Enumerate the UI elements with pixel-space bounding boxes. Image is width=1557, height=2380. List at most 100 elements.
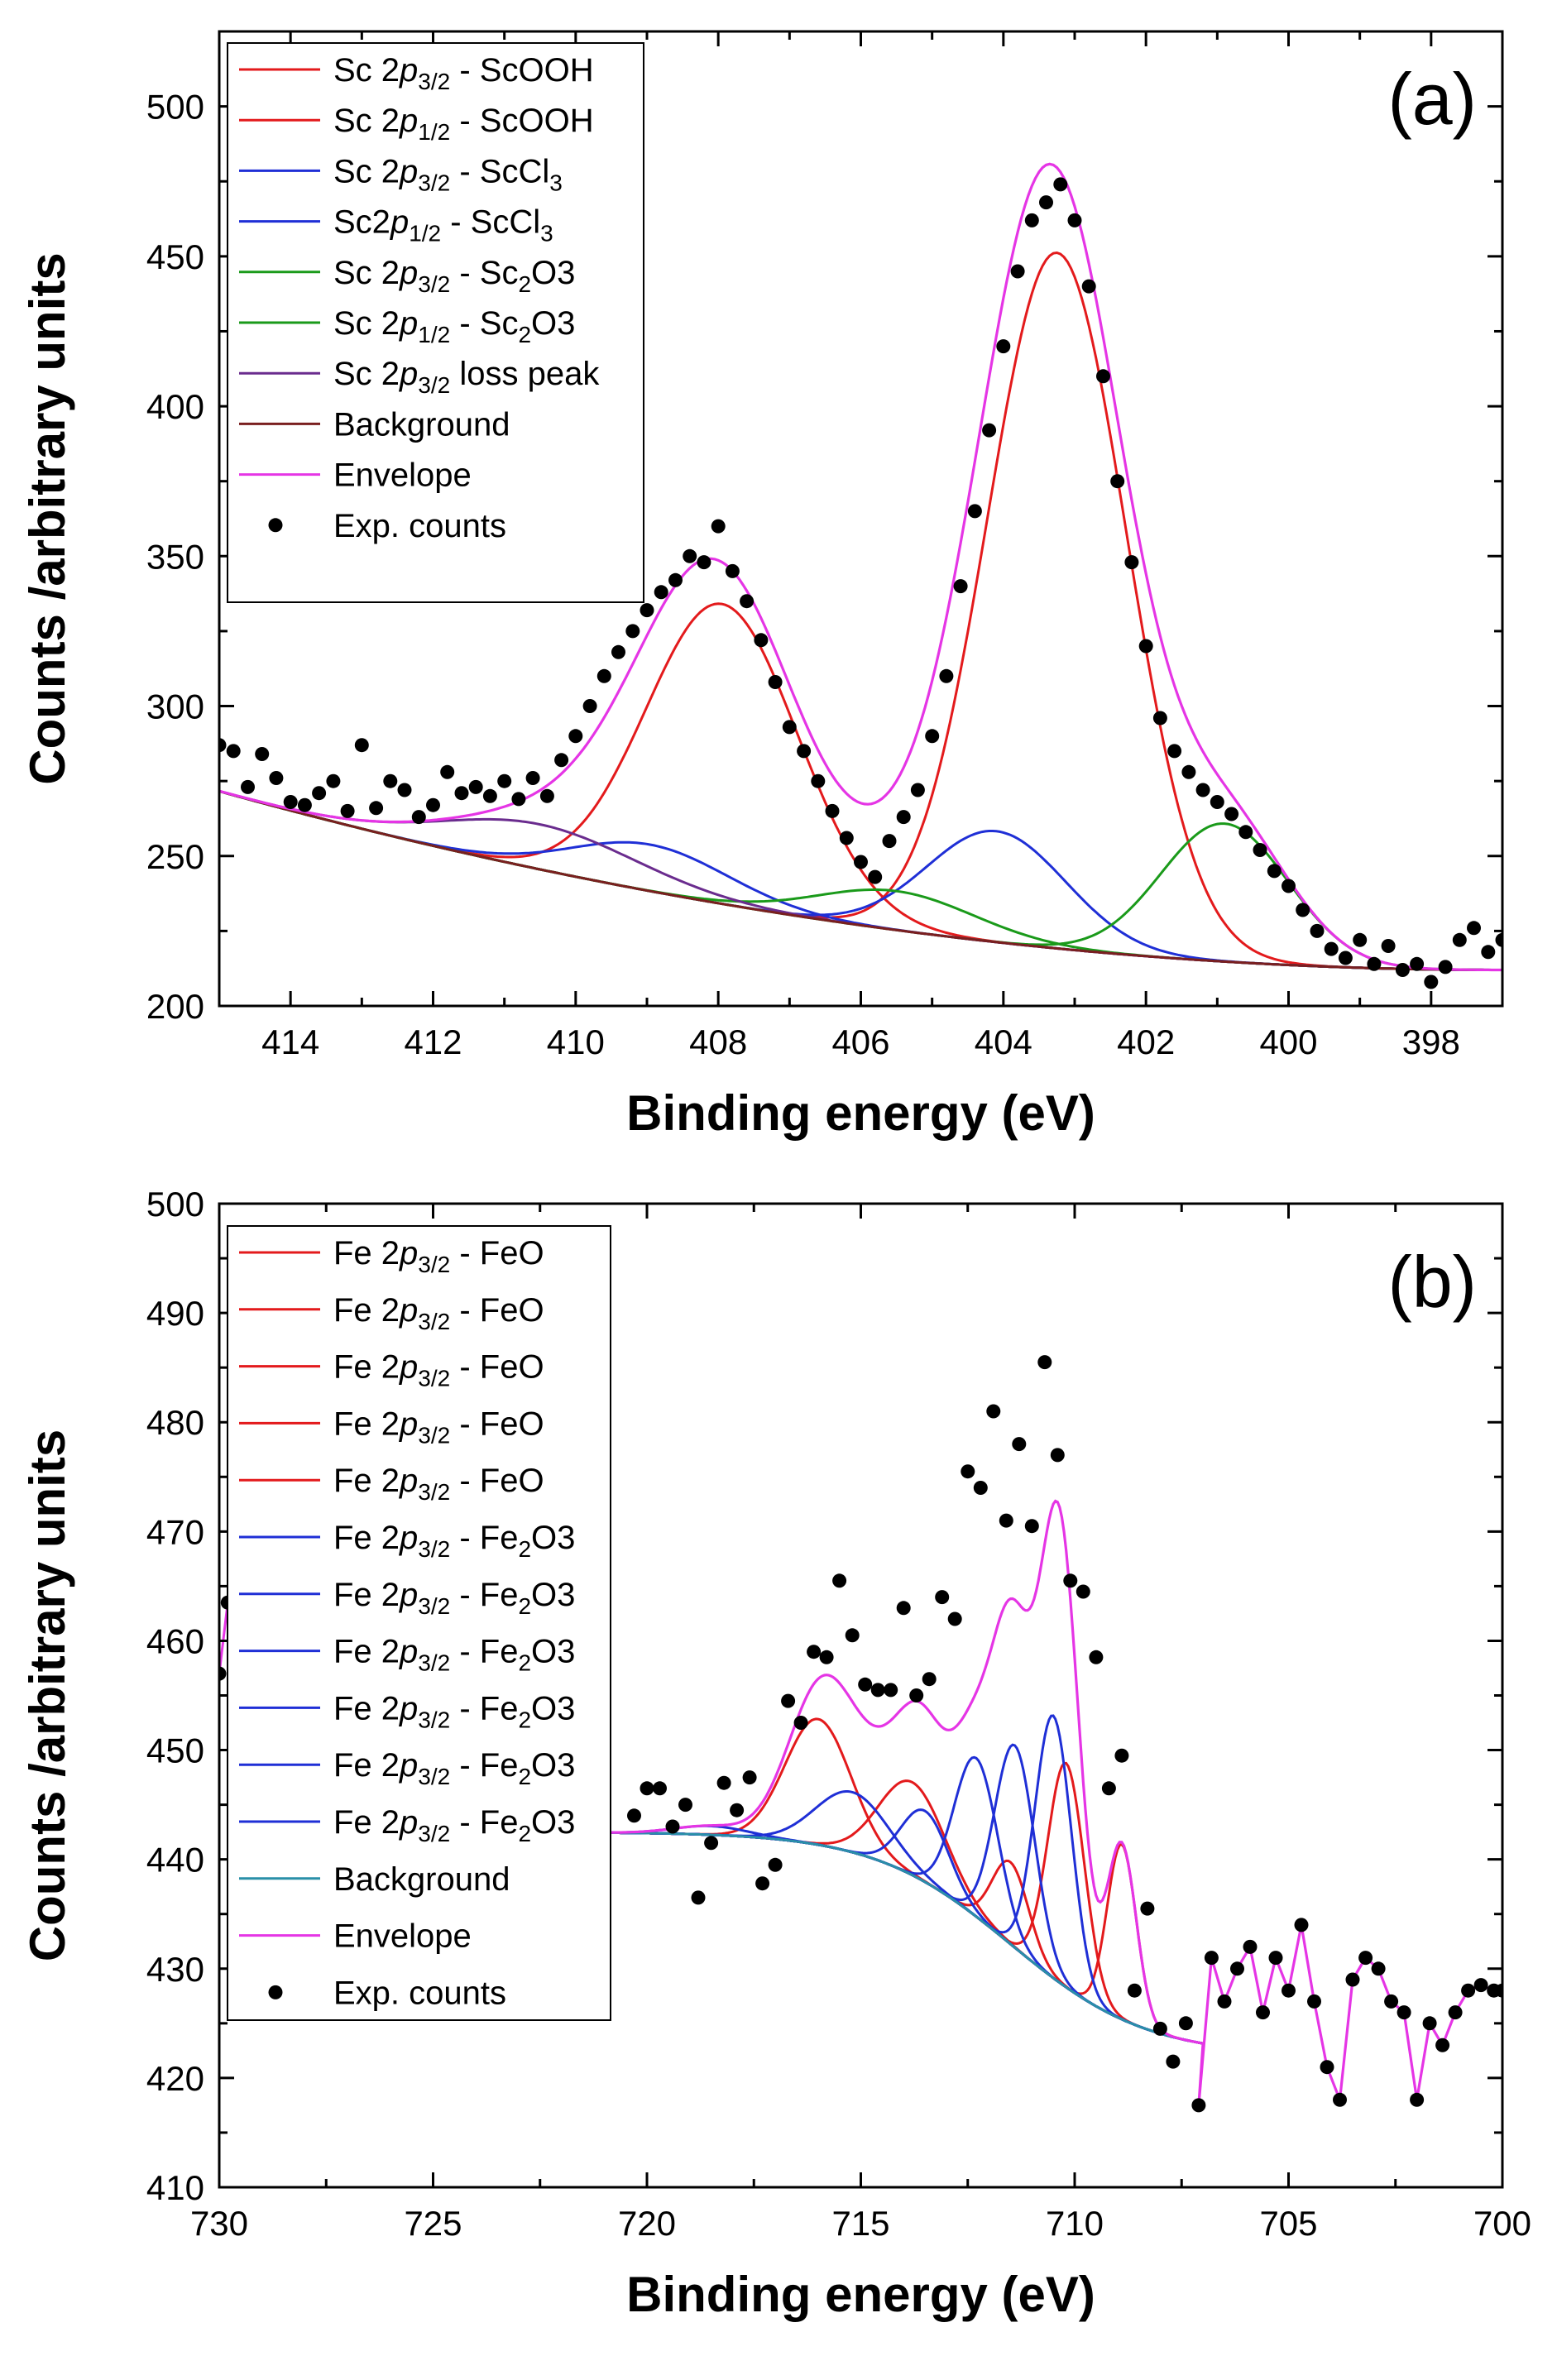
panel-a-exp-point [1138,639,1153,654]
panel-b-y-axis-title: Counts /arbitrary units [20,1429,75,1961]
panel-b-exp-point [1217,1994,1232,2009]
panel-a-exp-point [625,624,640,639]
panel-a-legend-text-part: p [399,103,418,139]
panel-b-y-tick-label: 450 [146,1731,204,1770]
panel-b-exp-point [665,1819,680,1834]
panel-a-exp-point [226,744,241,759]
panel-a-legend-text-part: Sc 2 [333,356,400,392]
panel-b-legend-text-part: Background [333,1861,510,1898]
panel-a-exp-point [740,594,755,609]
panel-a-exp-point [882,834,897,849]
panel-b-exp-point [845,1628,860,1643]
panel-b-legend-text-part: - Fe [450,1804,518,1841]
panel-a-exp-point [1067,213,1082,227]
panel-a-exp-point [953,579,968,594]
panel-a-legend-label: Sc 2p3/2 - ScOOH [333,52,594,94]
panel-b-legend-label: Fe 2p3/2 - Fe2O3 [333,1804,575,1846]
panel-b-legend-label: Fe 2p3/2 - FeO [333,1349,544,1391]
panel-b-x-tick-label: 730 [190,2204,248,2243]
panel-a-legend-text-part: 2 [518,271,531,297]
panel-a-exp-point [283,795,298,809]
panel-b-legend-text-part: Fe 2 [333,1804,400,1841]
panel-a-exp-point [1124,555,1139,570]
panel-b-legend-marker [268,1985,283,1999]
panel-b-exp-point [1178,2016,1193,2031]
panel-b-exp-point [1050,1448,1065,1463]
panel-a-y-tick-label: 250 [146,837,204,876]
panel-a-exp-point [582,699,597,713]
panel-b-legend-text-part: Fe 2 [333,1520,400,1556]
panel-a-exp-point [1210,795,1224,809]
panel-b-y-tick-label: 440 [146,1841,204,1880]
panel-a-exp-point [811,773,826,788]
panel-b-exp-point [819,1650,834,1664]
panel-b-exp-point [947,1611,962,1626]
panel-b-exp-point [768,1857,783,1872]
panel-b-exp-point [1140,1901,1155,1916]
panel-a-x-tick-label: 408 [689,1022,747,1061]
panel-b-legend-text-part: Fe 2 [333,1463,400,1499]
panel-b-exp-point [1320,2060,1334,2075]
panel-a-exp-point [1253,843,1267,857]
panel-a-legend-text-part: p [399,356,418,392]
panel-b-exp-point [1410,2092,1425,2107]
panel-b-exp-point [716,1775,731,1790]
panel-b-legend-text-part: 3/2 [418,1764,450,1789]
panel-b-legend-text-part: - Fe [450,1634,518,1670]
panel-b-legend-text-part: - Fe [450,1747,518,1784]
panel-b-exp-point [1166,2054,1181,2069]
panel-b-y-tick-label: 470 [146,1512,204,1551]
panel-b-legend-text-part: Fe 2 [333,1690,400,1726]
panel-a-legend-text-part: - Sc [450,255,518,291]
panel-b-legend-text-part: - FeO [450,1292,544,1329]
panel-b-legend-text-part: - FeO [450,1349,544,1386]
panel-a-legend-text-part: p [399,255,418,291]
panel-a-legend-text-part: 3/2 [418,170,450,195]
panel-a-exp-point [454,786,469,801]
panel-b-legend-text-part: p [399,1747,418,1784]
panel-a-legend-text-part: Sc 2 [333,52,400,89]
panel-b-legend-text-part: p [399,1463,418,1499]
panel-a-exp-point [1424,975,1439,989]
panel-a-panel-label: (a) [1387,58,1477,140]
panel-a-exp-point [241,779,255,794]
panel-b-legend-text-part: p [399,1634,418,1670]
panel-a-exp-point [939,668,954,683]
panel-b-exp-point [1384,1994,1399,2009]
panel-a-exp-point [896,810,911,825]
panel-a-exp-point [568,729,583,744]
panel-a-y-tick-label: 300 [146,687,204,726]
panel-a-legend-text-part: O3 [531,255,575,291]
panel-a-exp-point [1181,764,1196,779]
panel-a-exp-point [996,339,1011,354]
panel-a-exp-point [312,786,327,801]
panel-a-exp-point [440,764,455,779]
panel-a-exp-point [497,773,512,788]
panel-b-legend-label: Fe 2p3/2 - Fe2O3 [333,1520,575,1562]
panel-a-exp-point [725,563,740,578]
panel-b-exp-point [1435,2038,1450,2052]
panel-b-legend-text-part: - Fe [450,1690,518,1726]
panel-b-envelope-left-segment [219,1602,229,1674]
panel-a-x-tick-label: 412 [404,1022,462,1061]
panel-b-legend-text-part: 2 [518,1536,531,1562]
panel-b-legend-text-part: p [399,1235,418,1271]
panel-b-legend-text-part: O3 [531,1747,575,1784]
panel-a-background-line [219,789,1502,971]
panel-b-legend-text-part: - FeO [450,1463,544,1499]
panel-a-exp-point [411,810,426,825]
panel-a-exp-point [1224,807,1239,821]
panel-a-exp-point [369,801,384,816]
panel-b-exp-point [1307,1994,1321,2009]
panel-b-x-tick-label: 720 [618,2204,676,2243]
panel-b-legend-text-part: 2 [518,1650,531,1676]
panel-a-exp-point [854,855,868,869]
panel-a-legend-text-part: 2 [518,322,531,347]
panel-a-exp-point [668,572,683,587]
panel-b-exp-point [1397,2005,1411,2020]
panel-b-legend-text-part: 3/2 [418,1366,450,1391]
panel-b-y-tick-label: 420 [146,2059,204,2098]
panel-a-exp-point [297,797,312,812]
panel-b-legend-label: Fe 2p3/2 - FeO [333,1292,544,1334]
